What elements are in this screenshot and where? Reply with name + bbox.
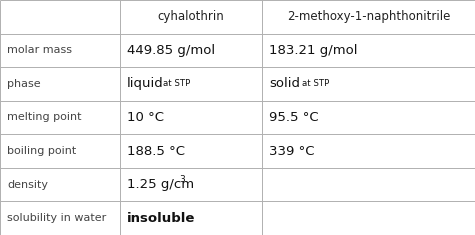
Text: 95.5 °C: 95.5 °C [269,111,319,124]
Text: boiling point: boiling point [7,146,76,156]
Text: phase: phase [7,79,41,89]
Text: 339 °C: 339 °C [269,145,314,158]
Text: 3: 3 [179,175,185,184]
Text: molar mass: molar mass [7,45,72,55]
Text: solubility in water: solubility in water [7,213,106,223]
Text: 1.25 g/cm: 1.25 g/cm [127,178,194,191]
Text: insoluble: insoluble [127,212,195,225]
Text: 449.85 g/mol: 449.85 g/mol [127,44,215,57]
Text: 10 °C: 10 °C [127,111,164,124]
Text: density: density [7,180,48,190]
Text: melting point: melting point [7,113,82,122]
Text: at STP: at STP [163,79,190,88]
Text: cyhalothrin: cyhalothrin [158,10,224,23]
Text: solid: solid [269,77,300,90]
Text: liquid: liquid [127,77,164,90]
Text: 2-methoxy-1-naphthonitrile: 2-methoxy-1-naphthonitrile [287,10,450,23]
Text: 188.5 °C: 188.5 °C [127,145,185,158]
Text: at STP: at STP [302,79,329,88]
Text: 183.21 g/mol: 183.21 g/mol [269,44,358,57]
